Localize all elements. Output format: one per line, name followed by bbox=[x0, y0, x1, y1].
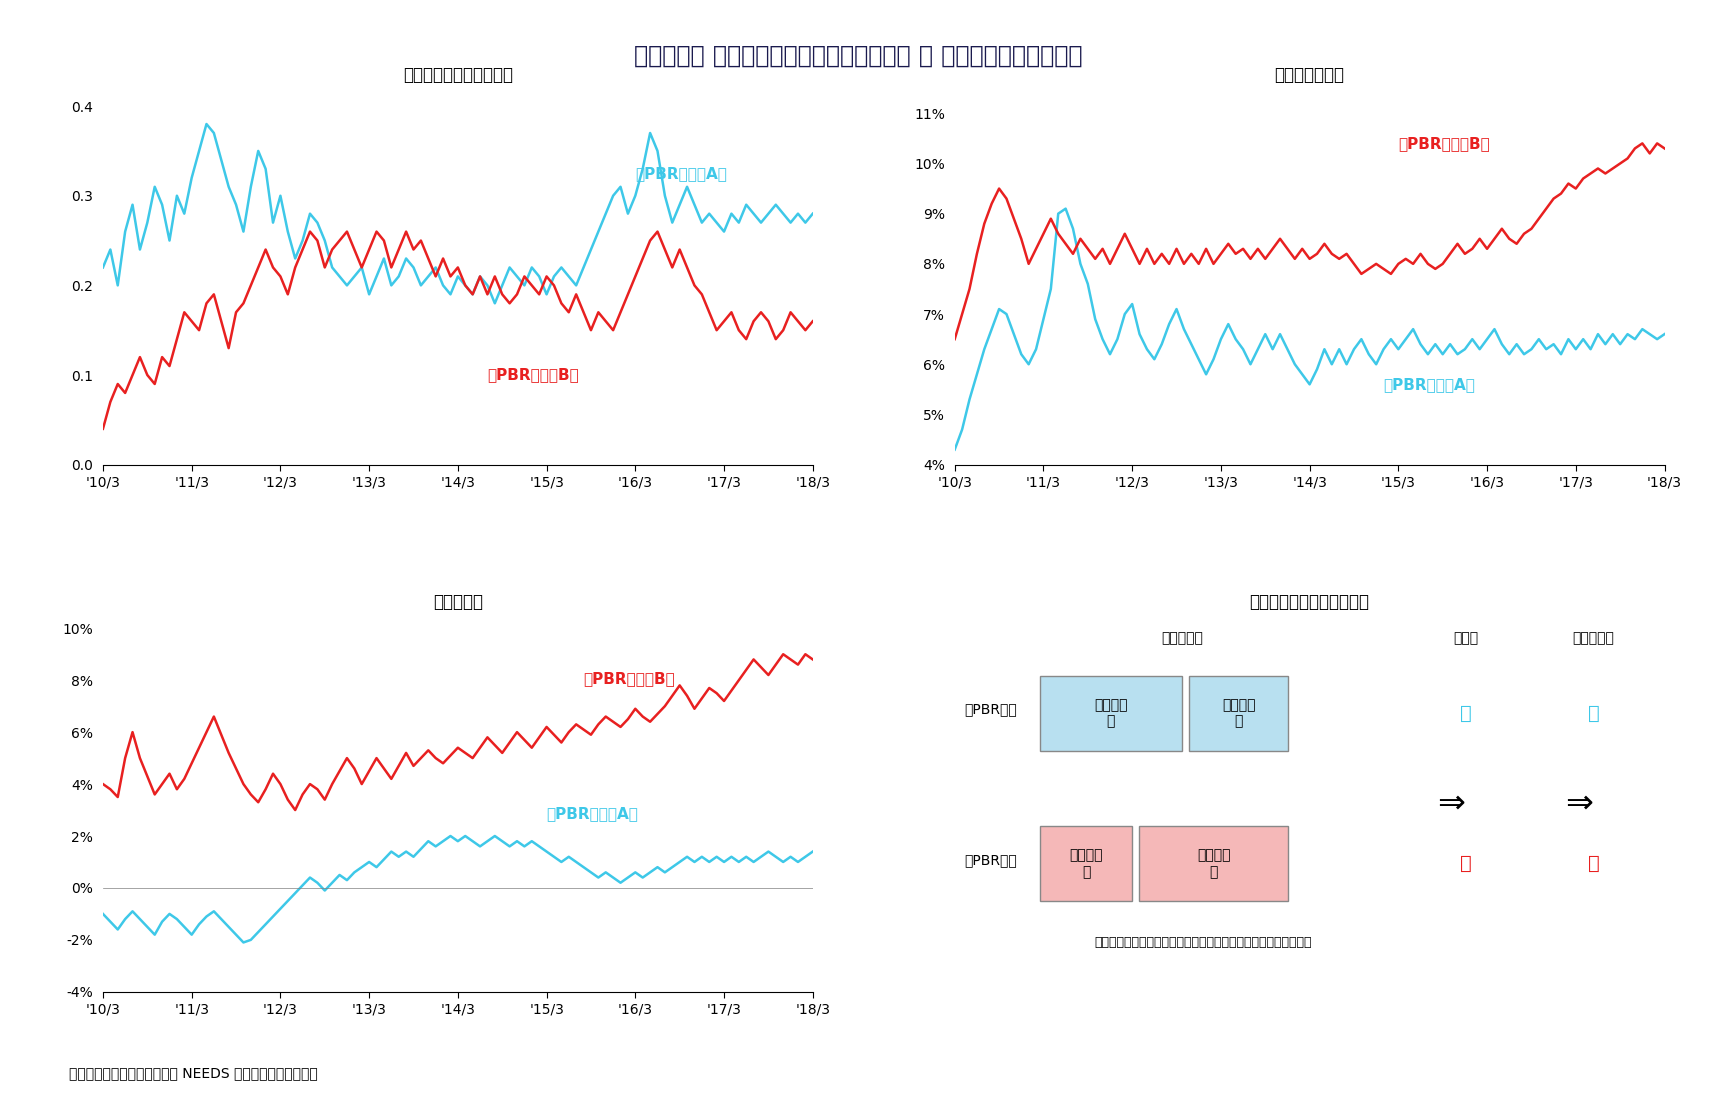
Text: 小: 小 bbox=[1460, 704, 1472, 723]
Text: 高PBR銘柄（B）: 高PBR銘柄（B） bbox=[1399, 137, 1489, 151]
Text: 小: 小 bbox=[1587, 704, 1599, 723]
Text: 将来利益
大: 将来利益 大 bbox=[1198, 849, 1230, 879]
Text: 株価の内訳: 株価の内訳 bbox=[1162, 630, 1203, 645]
Text: 大: 大 bbox=[1460, 854, 1472, 873]
Text: 大: 大 bbox=[1587, 854, 1599, 873]
Bar bbox=[1139, 826, 1289, 901]
Text: 低PBR銘柄（A）: 低PBR銘柄（A） bbox=[1383, 377, 1476, 392]
Text: 保有資産
大: 保有資産 大 bbox=[1095, 698, 1127, 728]
Title: ＜成長率＞: ＜成長率＞ bbox=[432, 593, 482, 611]
Text: 【図表３】 資本コストと成長率の推計結果 と 資本コストのイメージ: 【図表３】 資本コストと成長率の推計結果 と 資本コストのイメージ bbox=[633, 44, 1083, 68]
Bar bbox=[1040, 676, 1182, 750]
Text: 資本コスト: 資本コスト bbox=[1572, 630, 1615, 645]
Bar bbox=[1189, 676, 1289, 750]
Title: ＜資本コストのイメージ＞: ＜資本コストのイメージ＞ bbox=[1249, 593, 1369, 611]
Text: 高PBR銘柄（B）: 高PBR銘柄（B） bbox=[487, 367, 580, 382]
Text: （資料）東洋経済予想、日経 NEEDS のデータより筆者作成: （資料）東洋経済予想、日経 NEEDS のデータより筆者作成 bbox=[69, 1066, 317, 1080]
Text: 高PBR銘柄（B）: 高PBR銘柄（B） bbox=[583, 671, 676, 685]
Text: 保有資産
小: 保有資産 小 bbox=[1069, 849, 1103, 879]
Text: 低PBR銘柄（A）: 低PBR銘柄（A） bbox=[547, 806, 638, 821]
Text: 将来利益
小: 将来利益 小 bbox=[1222, 698, 1256, 728]
Text: リスク: リスク bbox=[1453, 630, 1479, 645]
Title: ＜回帰分析の決定係数＞: ＜回帰分析の決定係数＞ bbox=[403, 66, 513, 84]
Bar bbox=[1040, 826, 1133, 901]
Text: ⇒: ⇒ bbox=[1565, 787, 1594, 820]
Text: ⇒: ⇒ bbox=[1438, 787, 1465, 820]
Text: 低PBR銘柄: 低PBR銘柄 bbox=[964, 702, 1016, 716]
Text: 将来稼ぐ利益は保有資産と比べて変動が大きく、リスクが大きい: 将来稼ぐ利益は保有資産と比べて変動が大きく、リスクが大きい bbox=[1095, 937, 1313, 949]
Title: ＜資本コスト＞: ＜資本コスト＞ bbox=[1275, 66, 1345, 84]
Text: 高PBR銘柄: 高PBR銘柄 bbox=[964, 853, 1016, 867]
Text: 低PBR銘柄（A）: 低PBR銘柄（A） bbox=[635, 165, 728, 181]
